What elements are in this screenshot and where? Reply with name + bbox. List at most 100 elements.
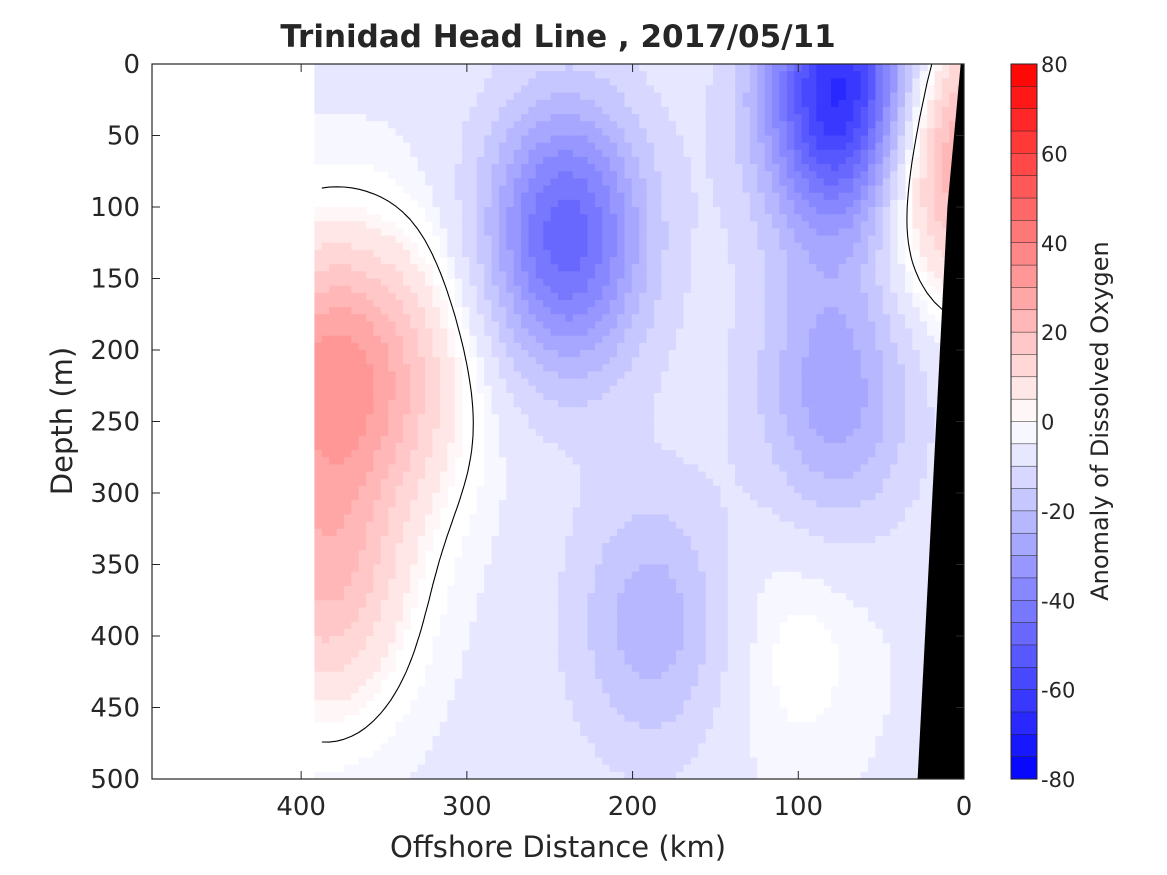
field-cell [890, 199, 899, 208]
field-cell [550, 185, 559, 194]
field-cell [558, 71, 566, 79]
field-cell [801, 271, 810, 280]
field-cell [594, 307, 603, 315]
field-cell [779, 249, 788, 258]
field-cell [425, 478, 434, 487]
field-cell [558, 414, 566, 423]
field-cell [417, 192, 426, 201]
field-cell [454, 385, 463, 394]
field-cell [698, 392, 707, 401]
field-cell [535, 407, 544, 415]
field-cell [934, 249, 943, 258]
field-cell [661, 121, 670, 129]
field-cell [558, 149, 566, 158]
field-cell [794, 364, 803, 373]
field-cell [469, 178, 478, 187]
field-cell [402, 85, 411, 94]
field-cell [727, 92, 736, 101]
field-cell [469, 264, 478, 272]
field-cell [410, 321, 419, 330]
field-cell [476, 178, 485, 187]
field-cell [373, 435, 382, 444]
field-cell [432, 471, 441, 480]
field-cell [558, 464, 566, 473]
field-cell [550, 328, 559, 337]
field-cell [808, 307, 817, 315]
field-cell [698, 99, 707, 108]
field-cell [550, 264, 559, 272]
field-cell [454, 400, 463, 408]
field-cell [772, 171, 781, 179]
field-cell [808, 164, 817, 172]
field-cell [580, 371, 589, 380]
field-cell [882, 435, 891, 444]
field-cell [904, 92, 913, 101]
field-cell [594, 414, 603, 423]
field-cell [373, 264, 382, 272]
field-cell [927, 450, 936, 458]
field-cell [521, 328, 530, 337]
field-cell [609, 385, 618, 394]
field-cell [683, 428, 692, 437]
field-cell [927, 207, 936, 215]
field-cell [653, 171, 662, 179]
field-cell [868, 135, 877, 144]
field-cell [661, 171, 670, 179]
field-cell [868, 149, 877, 158]
field-cell [432, 164, 441, 172]
field-cell [890, 228, 899, 237]
field-cell [336, 156, 345, 165]
field-cell [602, 428, 611, 437]
field-cell [343, 335, 352, 344]
field-cell [823, 207, 832, 215]
field-cell [484, 92, 493, 101]
field-cell [506, 264, 515, 272]
field-cell [572, 385, 581, 394]
field-cell [343, 92, 352, 101]
field-cell [587, 264, 596, 272]
field-cell [823, 471, 832, 480]
field-cell [580, 121, 589, 129]
field-cell [447, 199, 456, 208]
field-cell [388, 364, 397, 373]
field-cell [506, 371, 515, 380]
field-cell [845, 464, 854, 473]
field-cell [366, 350, 375, 358]
field-cell [410, 371, 419, 380]
field-cell [425, 78, 434, 87]
field-cell [358, 328, 367, 337]
field-cell [735, 335, 744, 344]
field-cell [676, 178, 685, 187]
field-cell [823, 464, 832, 473]
field-cell [521, 135, 530, 144]
field-cell [772, 471, 781, 480]
field-cell [698, 142, 707, 151]
field-cell [919, 121, 928, 129]
field-cell [639, 335, 648, 344]
field-cell [476, 278, 485, 287]
field-cell [683, 156, 692, 165]
field-cell [801, 285, 810, 294]
field-cell [786, 71, 795, 79]
field-cell [934, 149, 943, 158]
field-cell [358, 142, 367, 151]
field-cell [816, 78, 825, 87]
field-cell [594, 207, 603, 215]
field-cell [513, 307, 522, 315]
field-cell [366, 450, 375, 458]
field-cell [735, 85, 744, 94]
field-cell [388, 71, 397, 79]
field-cell [764, 385, 773, 394]
field-cell [808, 435, 817, 444]
field-cell [351, 78, 360, 87]
field-cell [410, 114, 419, 122]
field-cell [823, 85, 832, 94]
field-cell [868, 407, 877, 415]
field-cell [558, 264, 566, 272]
field-cell [683, 407, 692, 415]
field-cell [343, 271, 352, 280]
field-cell [351, 114, 360, 122]
field-cell [336, 371, 345, 380]
field-cell [506, 485, 515, 494]
field-cell [742, 471, 751, 480]
